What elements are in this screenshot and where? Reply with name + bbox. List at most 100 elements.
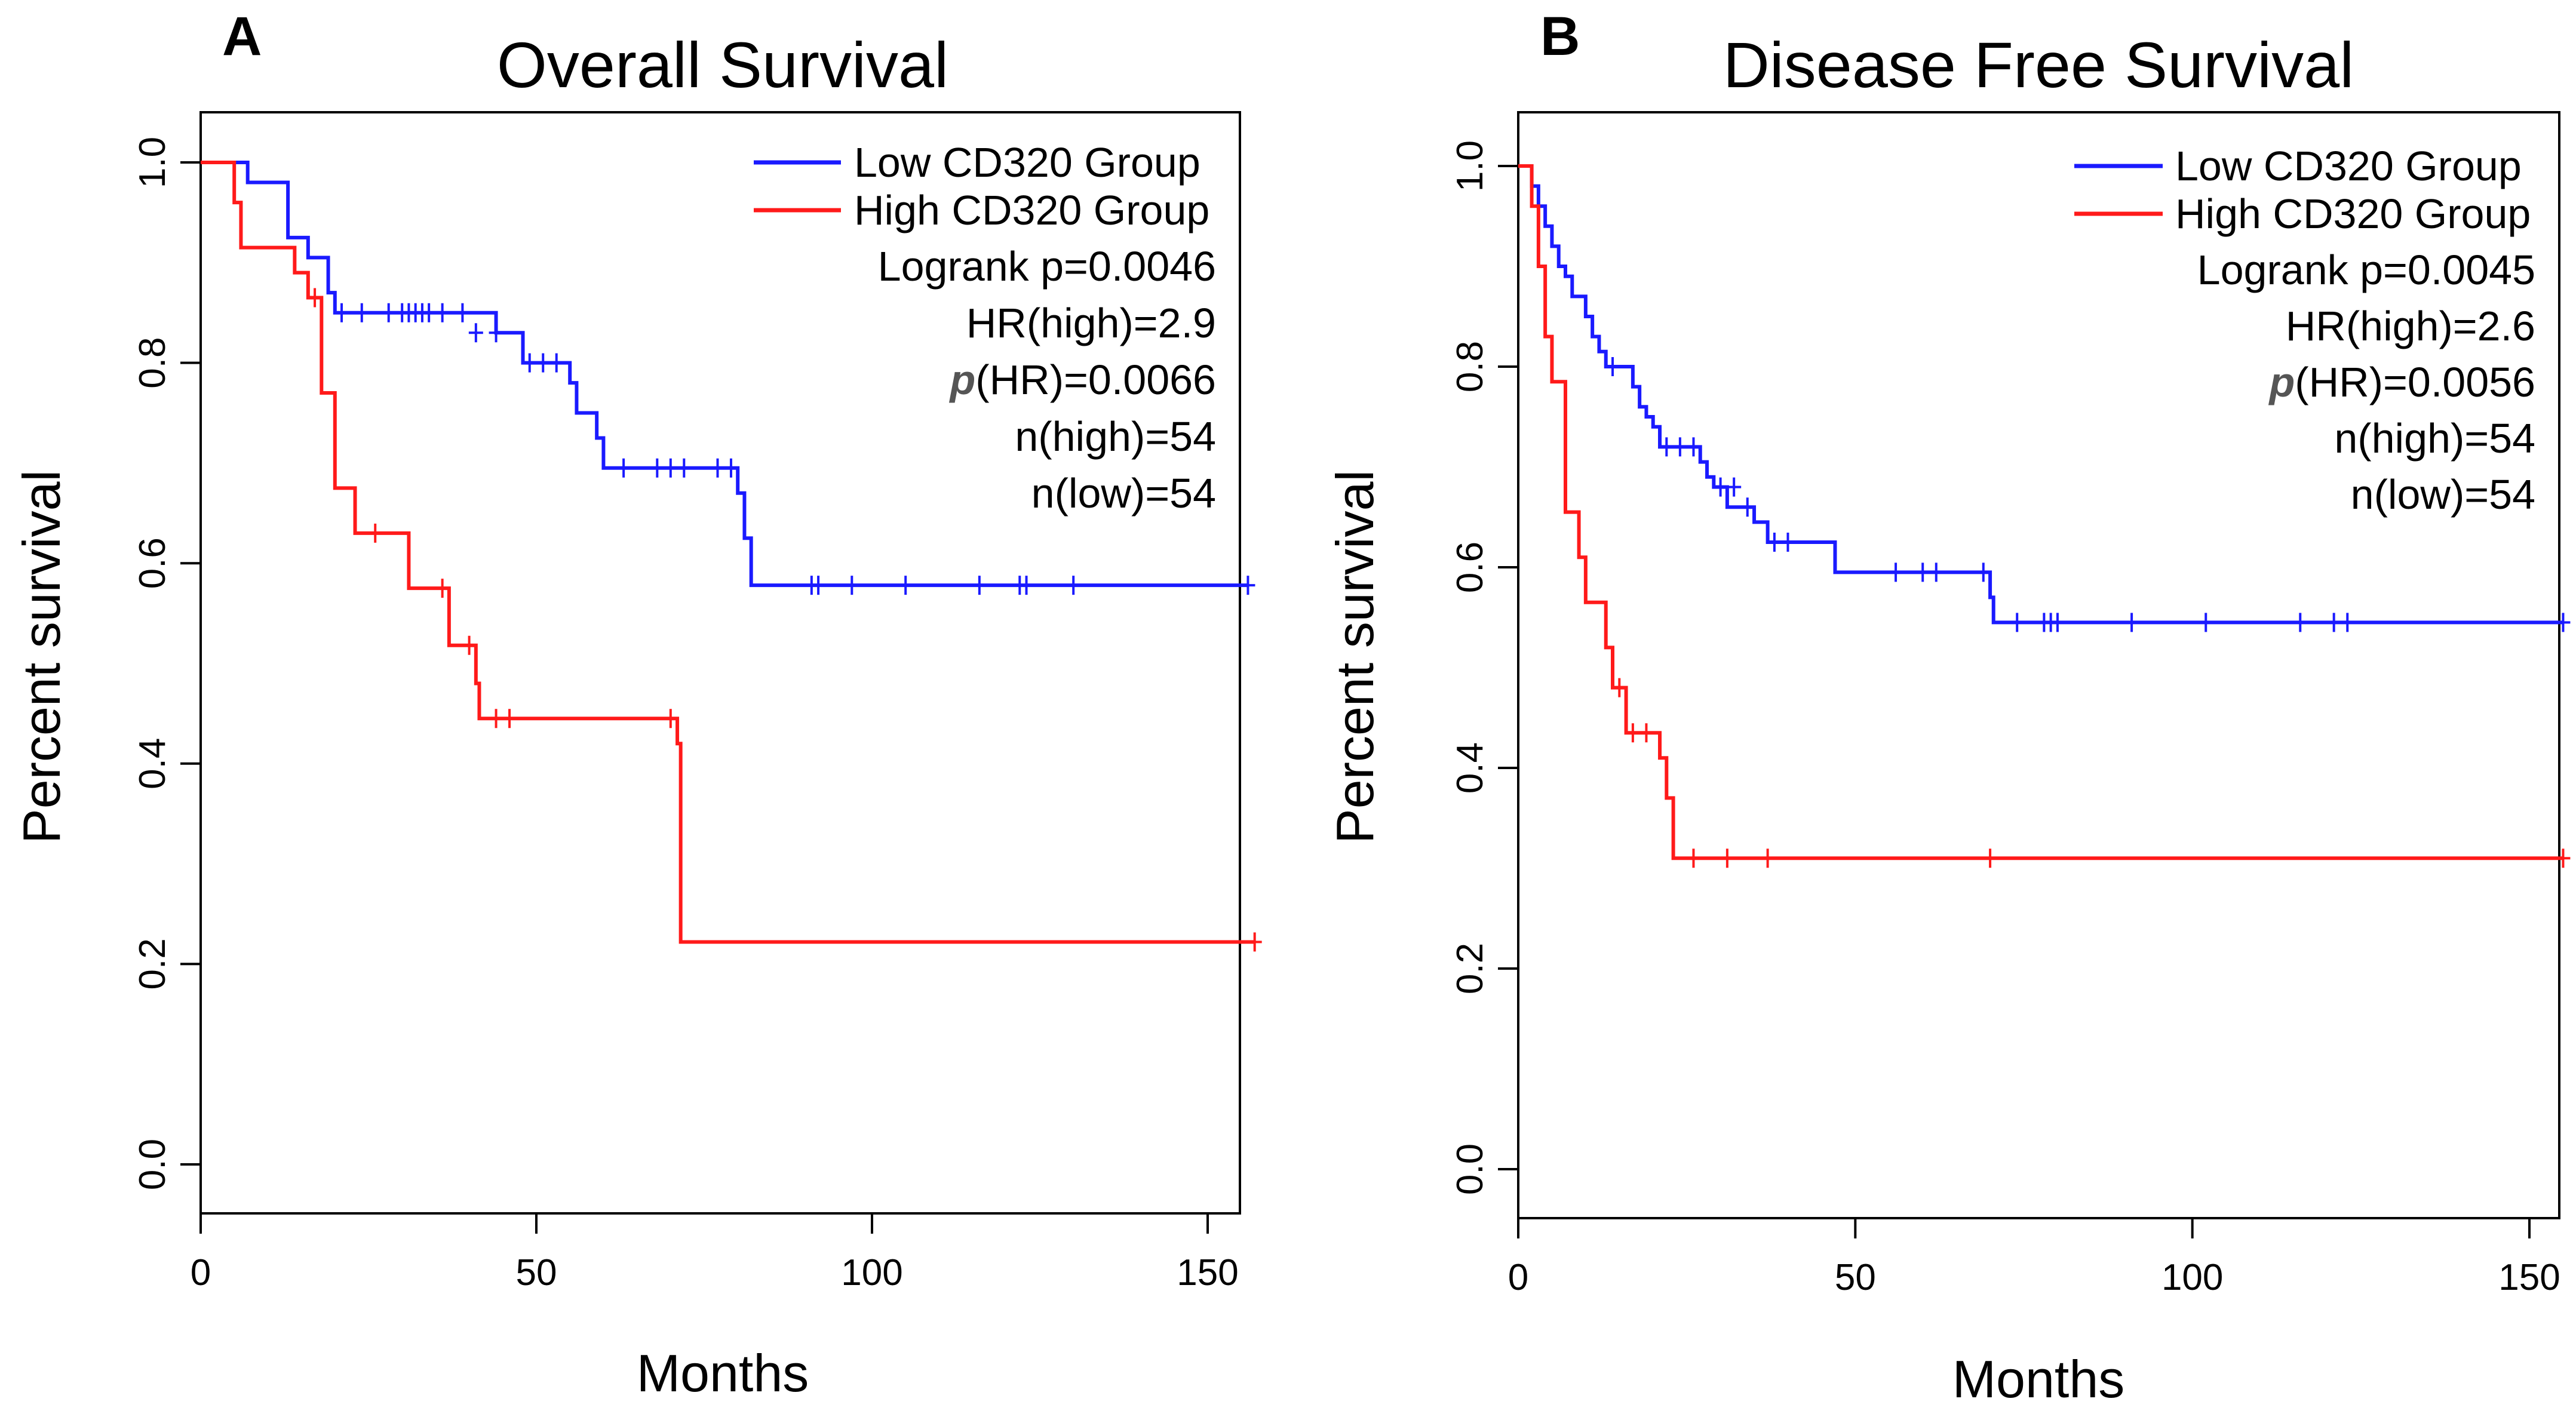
- censor-mark-low: [898, 576, 913, 595]
- censor-mark-low: [2199, 613, 2213, 632]
- censor-mark-high: [462, 635, 477, 655]
- censor-mark-low: [710, 458, 725, 478]
- censor-mark-low: [1780, 533, 1795, 552]
- censor-mark-low: [1672, 437, 1687, 457]
- censor-mark-low: [663, 458, 678, 478]
- legend: Low CD320 Group High CD320 Group Logrank…: [2074, 143, 2535, 518]
- disease-free-survival-chart: B Disease Free Survival Months Percent s…: [1325, 6, 2571, 1409]
- y-tick-label: 0.0: [132, 1139, 173, 1190]
- logrank-text: Logrank p=0.0045: [2197, 247, 2535, 293]
- n-low-text: n(low)=54: [2351, 471, 2535, 518]
- logrank-text: Logrank p=0.0046: [878, 243, 1216, 290]
- panel-disease-free-survival: B Disease Free Survival Months Percent s…: [1288, 0, 2576, 1414]
- censor-mark-high: [663, 709, 678, 728]
- x-tick-label: 0: [1508, 1257, 1528, 1298]
- p-hr-line: p(HR)=0.0056: [2268, 359, 2535, 405]
- axis-ticks: 0 50 100 150 0.0 0.2 0.4 0.6 0.8 1.0: [132, 137, 1239, 1293]
- legend-label-low: Low CD320 Group: [854, 139, 1201, 186]
- n-high-text: n(high)=54: [1015, 413, 1216, 460]
- censor-mark-high: [2556, 849, 2571, 868]
- survival-curves: [1518, 164, 2571, 868]
- censor-mark-low: [1241, 576, 1255, 595]
- x-tick-label: 150: [2498, 1257, 2560, 1298]
- survival-curves: [201, 161, 1262, 952]
- censor-mark-low: [468, 323, 483, 343]
- x-axis-title: Months: [637, 1344, 809, 1403]
- censor-mark-low: [422, 303, 437, 322]
- x-axis-title: Months: [1952, 1350, 2125, 1409]
- n-low-text: n(low)=54: [1031, 470, 1216, 517]
- p-hr-value: (HR)=0.0066: [975, 356, 1216, 403]
- censor-mark-low: [1727, 477, 1742, 497]
- censor-mark-high: [1983, 849, 1998, 868]
- legend-label-low: Low CD320 Group: [2175, 143, 2522, 189]
- censor-mark-high: [1639, 723, 1654, 743]
- y-tick-label: 0.0: [1450, 1144, 1491, 1195]
- overall-survival-chart: A Overall Survival Months Percent surviv…: [12, 6, 1262, 1403]
- censor-mark-low: [522, 353, 537, 373]
- censor-mark-low: [354, 303, 369, 322]
- legend-label-high: High CD320 Group: [854, 187, 1209, 233]
- survival-curve-high: [1518, 164, 2563, 860]
- censor-mark-low: [845, 576, 859, 595]
- x-tick-label: 100: [841, 1252, 902, 1293]
- censor-mark-low: [536, 353, 551, 373]
- y-tick-label: 0.8: [132, 337, 173, 388]
- axis-ticks: 0 50 100 150 0.0 0.2 0.4 0.6 0.8 1.0: [1450, 140, 2560, 1298]
- y-axis-title: Percent survival: [1325, 470, 1384, 844]
- censor-mark-low: [2010, 613, 2025, 632]
- panel-overall-survival: A Overall Survival Months Percent surviv…: [12, 6, 1262, 1403]
- y-tick-label: 0.4: [1450, 742, 1491, 794]
- hr-text: HR(high)=2.6: [2286, 303, 2535, 349]
- y-tick-label: 0.4: [132, 738, 173, 789]
- censor-mark-low: [723, 458, 738, 478]
- censor-mark-low: [549, 353, 564, 373]
- censor-mark-low: [334, 303, 349, 322]
- x-tick-label: 50: [1835, 1257, 1876, 1298]
- x-tick-label: 150: [1177, 1252, 1238, 1293]
- censor-mark-high: [435, 579, 450, 598]
- censor-mark-low: [1740, 497, 1755, 517]
- censor-mark-high: [308, 288, 323, 308]
- chart-title: Disease Free Survival: [1723, 29, 2354, 101]
- plot-frame: [1517, 111, 2560, 1219]
- y-tick-label: 0.6: [1450, 542, 1491, 593]
- legend: Low CD320 Group High CD320 Group Logrank…: [754, 139, 1216, 517]
- x-tick-label: 0: [191, 1252, 211, 1293]
- plot-frame: [199, 111, 1241, 1215]
- censor-mark-high: [1612, 678, 1627, 697]
- y-tick-label: 0.2: [132, 938, 173, 989]
- censor-mark-low: [2293, 613, 2308, 632]
- censor-mark-high: [1720, 849, 1734, 868]
- censor-mark-low: [435, 303, 450, 322]
- x-tick-label: 100: [2161, 1257, 2223, 1298]
- censor-mark-low: [2326, 613, 2341, 632]
- y-tick-label: 1.0: [1450, 140, 1491, 192]
- censor-mark-low: [1019, 576, 1034, 595]
- y-tick-label: 0.6: [132, 537, 173, 589]
- censor-mark-high: [489, 709, 503, 728]
- censor-mark-low: [1066, 576, 1081, 595]
- censor-mark-high: [1625, 723, 1640, 743]
- censor-mark-low: [972, 576, 987, 595]
- censor-mark-high: [1686, 849, 1701, 868]
- p-hr-value: (HR)=0.0056: [2295, 359, 2535, 405]
- censor-mark-low: [1889, 562, 1903, 582]
- y-tick-label: 0.8: [1450, 341, 1491, 392]
- censor-mark-low: [1713, 477, 1728, 497]
- survival-curve-high: [201, 161, 1255, 944]
- panel-letter: A: [222, 6, 262, 67]
- censor-mark-low: [1915, 562, 1930, 582]
- censor-mark-low: [2340, 613, 2355, 632]
- censor-mark-low: [381, 303, 396, 322]
- censor-mark-low: [650, 458, 665, 478]
- censor-mark-low: [1659, 437, 1674, 457]
- censor-mark-low: [2124, 613, 2139, 632]
- censor-mark-low: [811, 576, 826, 595]
- chart-title: Overall Survival: [497, 29, 948, 101]
- y-tick-label: 0.2: [1450, 943, 1491, 994]
- censor-mark-low: [1605, 357, 1620, 376]
- censor-mark-low: [455, 303, 470, 322]
- censor-mark-low: [2050, 613, 2065, 632]
- panel-letter: B: [1540, 6, 1580, 67]
